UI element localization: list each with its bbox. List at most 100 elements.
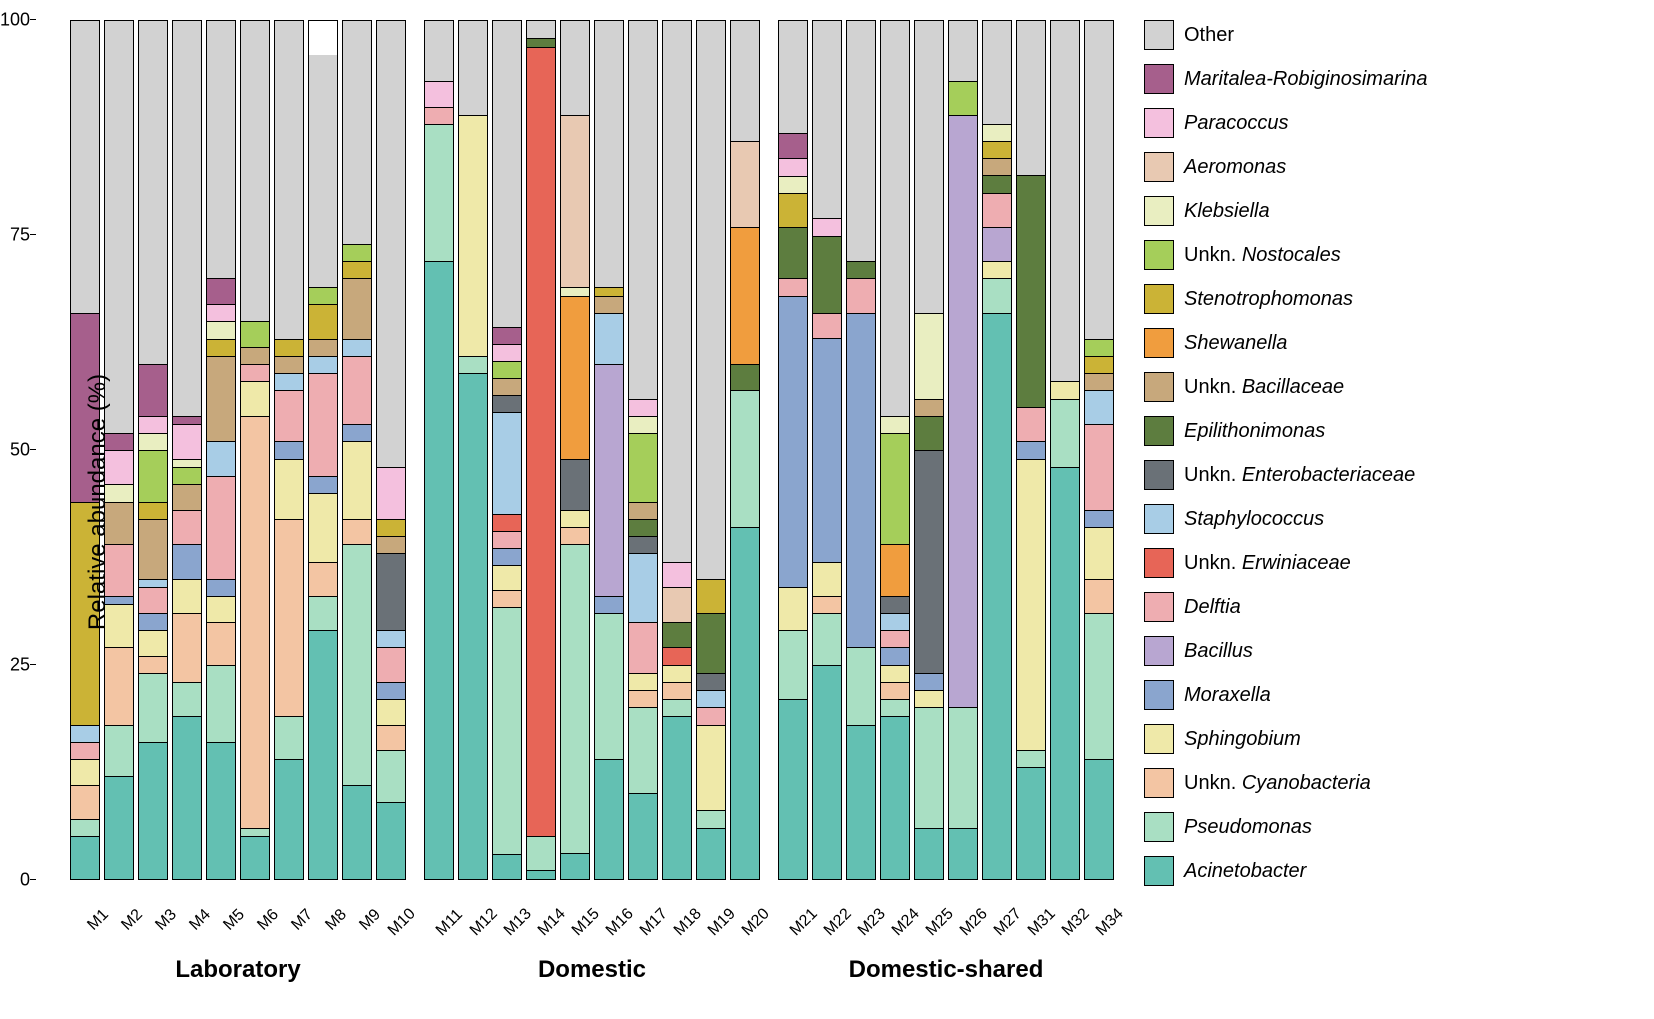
bar-segment: [983, 124, 1011, 141]
y-tick-label: 50: [0, 440, 30, 461]
bar-segment: [813, 665, 841, 880]
bar-segment: [629, 622, 657, 673]
bar-segment: [527, 870, 555, 879]
legend-label: Unkn. Enterobacteriaceae: [1184, 464, 1415, 487]
legend-swatch: [1144, 240, 1174, 270]
bar-segment: [309, 356, 337, 373]
bar-segment: [343, 356, 371, 425]
bar-segment: [493, 548, 521, 565]
bar-segment: [779, 227, 807, 278]
bar-segment: [1085, 424, 1113, 510]
bar-segment: [1085, 356, 1113, 373]
bar-segment: [309, 287, 337, 304]
bar-segment: [731, 141, 759, 227]
bar: [730, 20, 760, 880]
bar-segment: [847, 21, 875, 261]
bar-segment: [241, 828, 269, 837]
bar-segment: [241, 321, 269, 347]
bar-segment: [629, 416, 657, 433]
bar-segment: [847, 313, 875, 648]
legend-item: Unkn. Cyanobacteria: [1144, 768, 1427, 798]
bar-segment: [1051, 467, 1079, 879]
bar-segment: [561, 544, 589, 853]
bar-segment: [493, 590, 521, 607]
legend-swatch: [1144, 20, 1174, 50]
bar-segment: [779, 133, 807, 159]
legend-label: Unkn. Nostocales: [1184, 244, 1341, 267]
bar-segment: [1017, 767, 1045, 879]
legend-item: Unkn. Bacillaceae: [1144, 372, 1427, 402]
bar-segment: [949, 81, 977, 115]
legend-label: Klebsiella: [1184, 200, 1270, 223]
legend-swatch: [1144, 856, 1174, 886]
bar-segment: [561, 115, 589, 287]
bar-segment: [241, 364, 269, 381]
bar: [628, 20, 658, 880]
bar-segment: [629, 793, 657, 879]
bar-segment: [983, 21, 1011, 124]
bar: [778, 20, 808, 880]
legend-item: Other: [1144, 20, 1427, 50]
plot-area: Relative abundance (%) 0255075100 M1M2M3…: [20, 20, 1114, 984]
stacked-bar-chart: Relative abundance (%) 0255075100 M1M2M3…: [20, 20, 1634, 984]
y-tick-label: 25: [0, 655, 30, 676]
bar-segment: [915, 313, 943, 399]
legend-item: Unkn. Nostocales: [1144, 240, 1427, 270]
legend: OtherMaritalea-RobiginosimarinaParacoccu…: [1144, 20, 1427, 886]
bar-segment: [663, 622, 691, 648]
bar: [526, 20, 556, 880]
bar-segment: [425, 107, 453, 124]
bar-segment: [343, 244, 371, 261]
bar-segment: [663, 665, 691, 682]
legend-swatch: [1144, 284, 1174, 314]
bar-segment: [139, 502, 167, 519]
legend-label: Unkn. Bacillaceae: [1184, 376, 1344, 399]
bar-segment: [949, 828, 977, 879]
bar-segment: [377, 553, 405, 630]
bar-segment: [139, 630, 167, 656]
bar-segment: [275, 441, 303, 458]
x-labels-row: M11M12M13M14M15M16M17M18M19M20: [424, 886, 760, 926]
legend-swatch: [1144, 196, 1174, 226]
bar-segment: [309, 562, 337, 596]
bar-segment: [697, 725, 725, 811]
legend-item: Shewanella: [1144, 328, 1427, 358]
bar-segment: [241, 347, 269, 364]
bar-segment: [275, 356, 303, 373]
bar: [662, 20, 692, 880]
legend-swatch: [1144, 504, 1174, 534]
bar-segment: [847, 261, 875, 278]
bar-segment: [139, 673, 167, 742]
bar-segment: [241, 416, 269, 828]
panel-title: Domestic: [538, 956, 646, 984]
bar-segment: [207, 356, 235, 442]
bar-segment: [139, 416, 167, 433]
bar-segment: [697, 810, 725, 827]
bar-segment: [377, 536, 405, 553]
legend-item: Stenotrophomonas: [1144, 284, 1427, 314]
legend-swatch: [1144, 592, 1174, 622]
bar-segment: [663, 716, 691, 879]
bar-segment: [377, 682, 405, 699]
bar-segment: [71, 21, 99, 313]
bar-segment: [493, 531, 521, 548]
bar-segment: [139, 656, 167, 673]
bar-segment: [377, 802, 405, 879]
x-tick-label: M34: [1093, 906, 1142, 955]
bar: [424, 20, 454, 880]
bar-segment: [377, 467, 405, 518]
bar-segment: [697, 673, 725, 690]
bar-segment: [139, 364, 167, 415]
bar-segment: [629, 433, 657, 502]
bar-segment: [173, 682, 201, 716]
bar-segment: [561, 510, 589, 527]
bar-segment: [527, 47, 555, 836]
legend-label: Shewanella: [1184, 332, 1287, 355]
bar-segment: [561, 527, 589, 544]
bar-segment: [377, 699, 405, 725]
bar-segment: [241, 21, 269, 321]
bar: [696, 20, 726, 880]
legend-swatch: [1144, 548, 1174, 578]
bar-segment: [173, 510, 201, 544]
bar-segment: [847, 647, 875, 724]
